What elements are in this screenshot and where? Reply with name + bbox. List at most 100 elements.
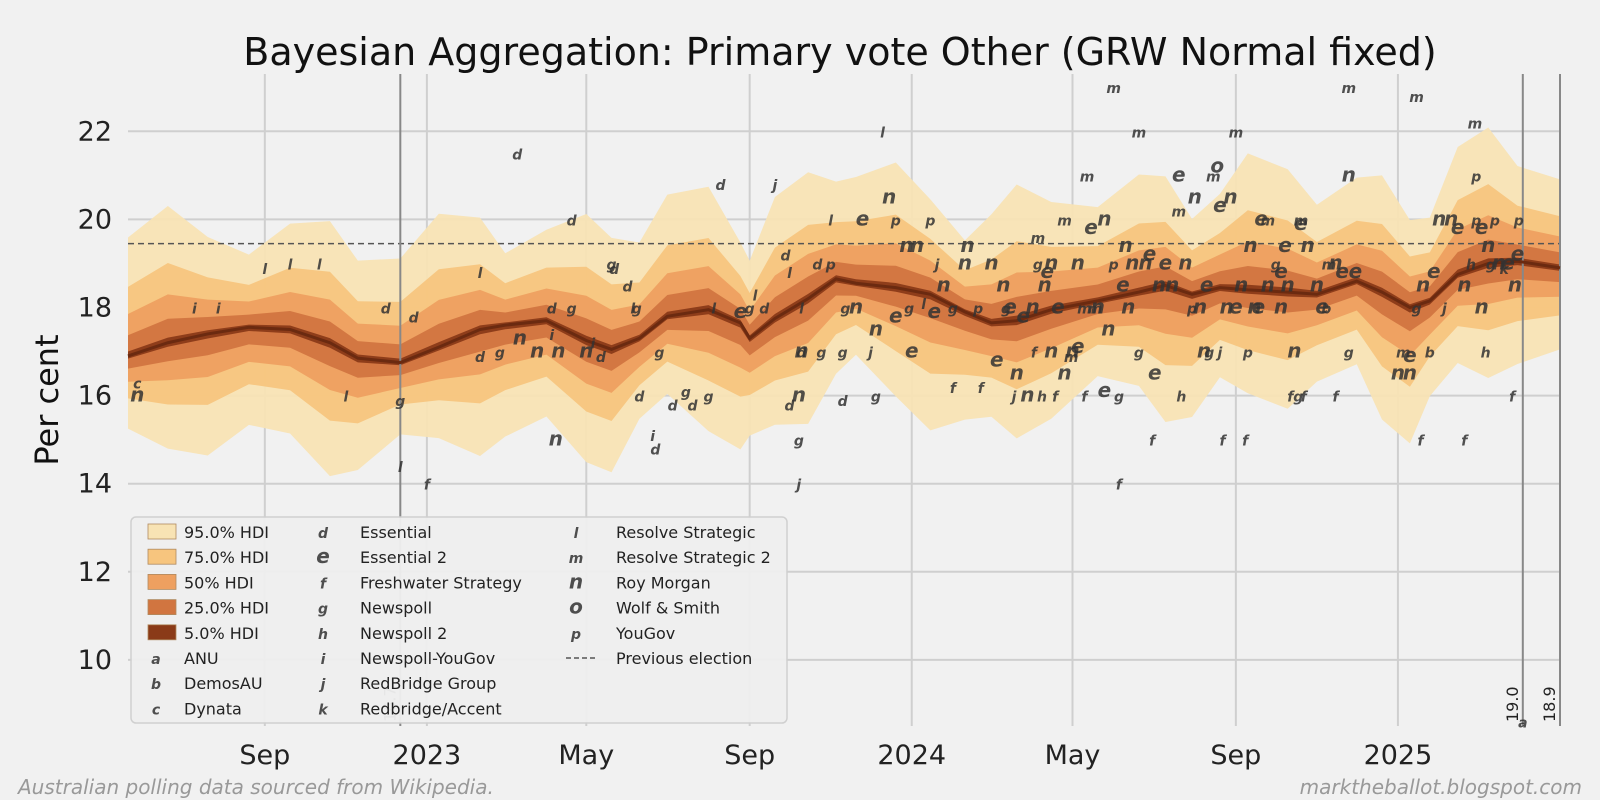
legend-label: Dynata — [184, 699, 242, 718]
y-tick-label: 14 — [78, 469, 112, 500]
legend-swatch — [147, 548, 177, 565]
poll-point-n: n — [1044, 339, 1058, 363]
poll-point-n: n — [1044, 250, 1058, 274]
poll-point-p: p — [1489, 213, 1500, 229]
poll-point-e: e — [1335, 259, 1349, 283]
poll-point-e: e — [1003, 294, 1017, 318]
poll-point-e: e — [1511, 242, 1525, 266]
poll-point-j: j — [1010, 390, 1017, 406]
legend-symbol-d: d — [318, 526, 329, 542]
poll-point-h: h — [1466, 257, 1476, 273]
poll-point-g: g — [1344, 346, 1354, 362]
y-tick-label: 16 — [78, 381, 112, 412]
poll-point-n: n — [1101, 317, 1115, 341]
poll-point-n: n — [1342, 162, 1356, 186]
poll-point-n: n — [130, 383, 144, 407]
poll-point-j: j — [794, 478, 801, 494]
poll-point-m: m — [1396, 346, 1411, 362]
poll-point-g: g — [840, 301, 850, 317]
poll-point-c: c — [133, 376, 142, 392]
poll-point-n: n — [869, 317, 883, 341]
poll-point-p: p — [890, 213, 901, 229]
legend-swatch — [147, 624, 177, 641]
poll-point-n: n — [530, 339, 544, 363]
legend-symbol-g: g — [318, 602, 328, 618]
poll-point-d: d — [622, 279, 633, 295]
poll-point-d: d — [668, 398, 679, 414]
poll-point-g: g — [948, 301, 958, 317]
poll-point-n: n — [960, 233, 974, 257]
y-tick-label: 12 — [78, 557, 112, 588]
poll-point-j: j — [866, 346, 873, 362]
legend-label: Wolf & Smith — [616, 599, 720, 618]
poll-point-e: e — [1116, 272, 1130, 296]
legend-label: Previous election — [616, 649, 752, 668]
poll-point-e: e — [1475, 215, 1489, 239]
poll-point-i: i — [192, 301, 197, 317]
poll-point-e: e — [990, 347, 1004, 371]
poll-point-g: g — [1293, 390, 1303, 406]
poll-point-d: d — [409, 310, 420, 326]
poll-point-n: n — [1193, 294, 1207, 318]
poll-point-d: d — [688, 398, 699, 414]
legend-swatch — [147, 574, 177, 590]
poll-point-d: d — [567, 213, 578, 229]
x-tick-labels: Sep 2023 May Sep 2024 May Sep 2025 — [239, 740, 1432, 771]
poll-point-m: m — [1294, 213, 1309, 229]
legend-box — [130, 516, 788, 724]
poll-point-g: g — [703, 390, 713, 406]
poll-point-d: d — [759, 301, 770, 317]
poll-point-g: g — [871, 390, 881, 406]
x-tick-label: Sep — [239, 740, 290, 771]
poll-point-e: e — [928, 299, 942, 323]
band-50-hdi — [128, 215, 1560, 398]
poll-point-p: p — [1470, 169, 1481, 185]
poll-point-n: n — [1188, 184, 1202, 208]
poll-point-e: e — [734, 299, 748, 323]
poll-point-e: e — [1349, 259, 1363, 283]
poll-point-f: f — [1149, 434, 1157, 450]
x-tick-label: May — [558, 740, 614, 771]
poll-point-l: l — [262, 262, 267, 278]
poll-point-g: g — [745, 301, 755, 317]
poll-point-e: e — [1071, 334, 1085, 358]
poll-point-p: p — [972, 301, 983, 317]
legend-symbol-p: p — [570, 627, 581, 643]
x-tick-label: 2023 — [393, 740, 462, 771]
poll-point-e: e — [1017, 303, 1031, 327]
poll-point-e: e — [1229, 294, 1243, 318]
poll-point-g: g — [681, 385, 691, 401]
poll-point-f: f — [978, 381, 986, 397]
poll-point-p: p — [924, 213, 935, 229]
poll-point-g: g — [816, 346, 826, 362]
poll-point-n: n — [937, 272, 951, 296]
poll-point-n: n — [549, 427, 563, 451]
legend-symbol-l: l — [574, 526, 579, 542]
poll-point-l: l — [921, 297, 926, 313]
x-tick-label: Sep — [724, 740, 775, 771]
legend-symbol-h: h — [318, 627, 328, 643]
band-25-0-hdi — [128, 239, 1560, 378]
poll-point-j: j — [933, 257, 940, 273]
poll-point-l: l — [478, 266, 483, 282]
poll-point-e: e — [889, 303, 903, 327]
poll-point-g: g — [1204, 346, 1214, 362]
poll-point-f: f — [1417, 434, 1425, 450]
poll-point-g: g — [838, 346, 848, 362]
poll-point-n: n — [1310, 272, 1324, 296]
poll-point-g: g — [1134, 346, 1144, 362]
poll-point-m: m — [1057, 213, 1072, 229]
poll-point-e: e — [1252, 294, 1266, 318]
poll-point-h: h — [1481, 346, 1491, 362]
poll-point-n: n — [1492, 250, 1506, 274]
poll-point-g: g — [904, 301, 914, 317]
poll-point-m: m — [1077, 301, 1092, 317]
poll-point-n: n — [1274, 294, 1288, 318]
legend-label: YouGov — [615, 624, 675, 643]
legend-label: Newspoll 2 — [360, 624, 447, 643]
poll-point-g: g — [495, 346, 505, 362]
poll-point-n: n — [1481, 233, 1495, 257]
y-tick-label: 22 — [78, 116, 112, 147]
